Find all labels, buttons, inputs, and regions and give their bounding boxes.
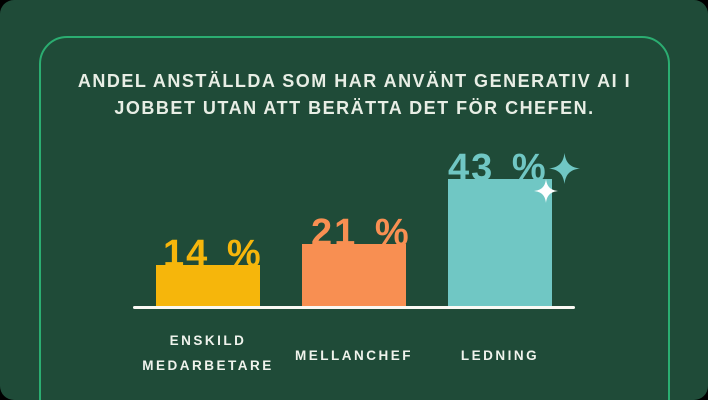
bar-enskild-medarbetare: [156, 265, 260, 306]
sparkle-icon-shape: [534, 179, 558, 203]
bar-mellanchef: [302, 244, 406, 306]
category-label-enskild-medarbetare: ENSKILD MEDARBETARE: [118, 328, 298, 378]
bar-ledning: [448, 179, 552, 306]
chart-title: ANDEL ANSTÄLLDA SOM HAR ANVÄNT GENERATIV…: [39, 68, 670, 122]
category-label-ledning: LEDNING: [410, 343, 590, 368]
x-axis-baseline: [133, 306, 575, 309]
category-label-mellanchef: MELLANCHEF: [264, 343, 444, 368]
sparkle-icon-shape: [549, 153, 580, 184]
value-label-enskild-medarbetare: 14 %: [163, 233, 263, 275]
sparkle-icon: [534, 179, 558, 203]
sparkle-icon: [549, 153, 580, 184]
chart-title-line-1: ANDEL ANSTÄLLDA SOM HAR ANVÄNT GENERATIV…: [77, 71, 632, 91]
category-label-line: MELLANCHEF: [295, 348, 413, 363]
card-outline: [39, 36, 670, 400]
category-label-line: LEDNING: [460, 348, 540, 363]
value-label-mellanchef: 21 %: [311, 212, 411, 254]
category-label-line: MEDARBETARE: [142, 358, 274, 373]
category-label-line: ENSKILD: [169, 333, 247, 348]
chart-title-line-2: JOBBET UTAN ATT BERÄTTA DET FÖR CHEFEN.: [114, 98, 595, 118]
value-label-ledning: 43 %: [448, 147, 548, 189]
